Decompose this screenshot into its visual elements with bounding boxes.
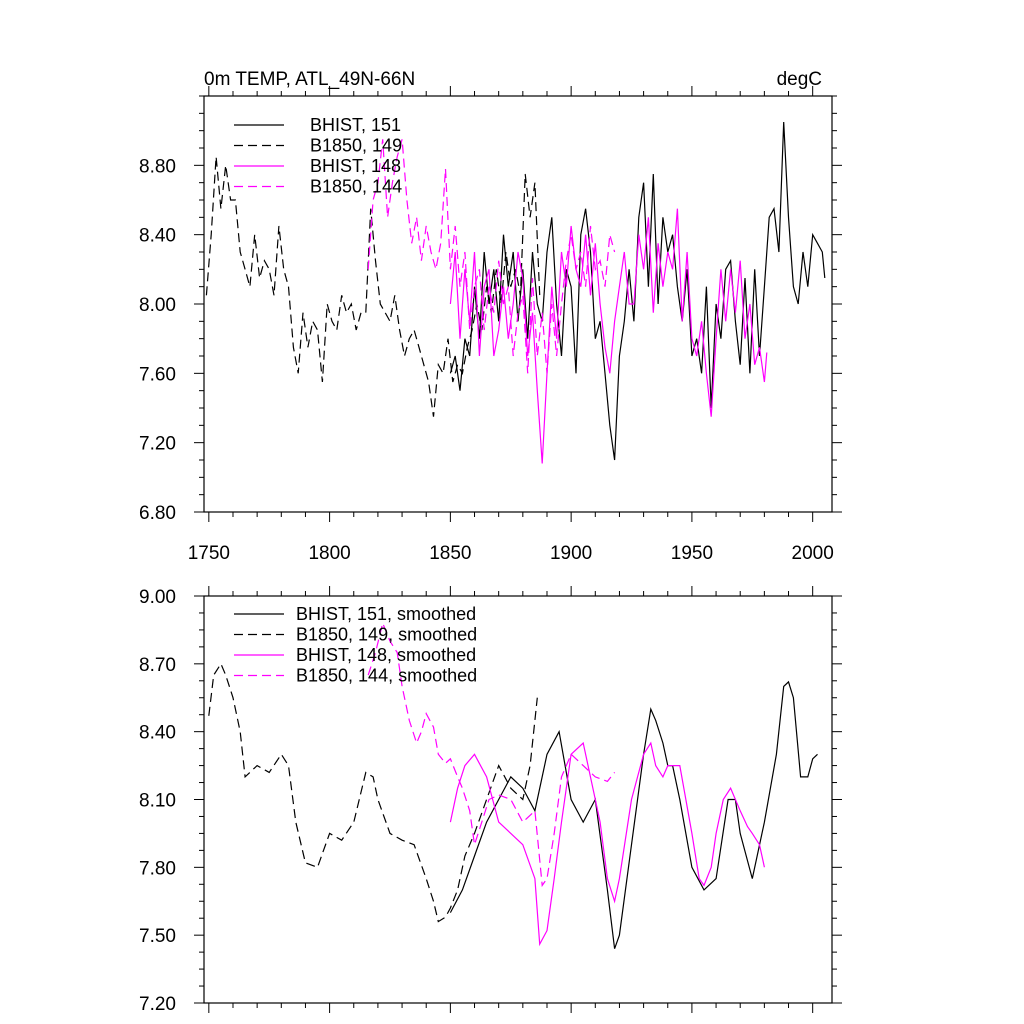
plot-frame xyxy=(203,95,833,513)
y-tick-label: 7.60 xyxy=(139,364,176,385)
series-line-0 xyxy=(449,680,818,949)
legend-label: BHIST, 148, smoothed xyxy=(296,645,476,665)
y-tick-label: 7.80 xyxy=(139,858,176,879)
y-tick-label: 7.20 xyxy=(139,434,176,455)
series-line-2 xyxy=(449,741,765,947)
x-tick-label: 1750 xyxy=(188,543,230,564)
y-tick-label: 9.00 xyxy=(139,587,176,608)
legend-label: BHIST, 151 xyxy=(310,115,401,135)
legend-label: BHIST, 151, smoothed xyxy=(296,604,476,624)
y-tick-label: 6.80 xyxy=(139,503,176,524)
bottom-plot-panel: 7.20 7.50 7.80 8.10 8.40 8.70 9.00 BHIST, 151, … xyxy=(139,586,842,1015)
x-tick-label: 2000 xyxy=(792,543,834,564)
y-tick-label: 8.40 xyxy=(139,723,176,744)
series-line-0 xyxy=(449,121,826,461)
legend-label: B1850, 144, smoothed xyxy=(296,666,477,686)
y-tick-label: 8.00 xyxy=(139,295,176,316)
y-tick-label: 8.80 xyxy=(139,156,176,177)
x-tick-label: 1800 xyxy=(308,543,350,564)
series-line-1 xyxy=(205,156,541,417)
x-tick-label: 1850 xyxy=(429,543,471,564)
y-tick-label: 7.50 xyxy=(139,926,176,947)
series-line-2 xyxy=(449,208,768,464)
legend-label: B1850, 144 xyxy=(310,177,402,197)
y-tick-label: 8.40 xyxy=(139,226,176,247)
legend-label: B1850, 149, smoothed xyxy=(296,625,477,645)
y-tick-label: 8.10 xyxy=(139,791,176,812)
series-line-3 xyxy=(367,621,616,888)
legend-label: B1850, 149 xyxy=(310,136,402,156)
x-tick-label: 1950 xyxy=(671,543,713,564)
series-line-3 xyxy=(367,139,616,374)
y-tick-label: 8.70 xyxy=(139,655,176,676)
y-tick-label: 7.20 xyxy=(139,994,176,1015)
top-chart-title: 0m TEMP, ATL_49N-66N xyxy=(204,69,415,90)
top-plot-panel: 1750 1800 1850 1900 1950 2000 6.80 7.20 7.60 8.00… xyxy=(139,86,842,564)
series-line-1 xyxy=(208,662,538,923)
top-chart-units: degC xyxy=(777,69,822,90)
x-tick-label: 1900 xyxy=(550,543,592,564)
legend-label: BHIST, 148 xyxy=(310,156,401,176)
